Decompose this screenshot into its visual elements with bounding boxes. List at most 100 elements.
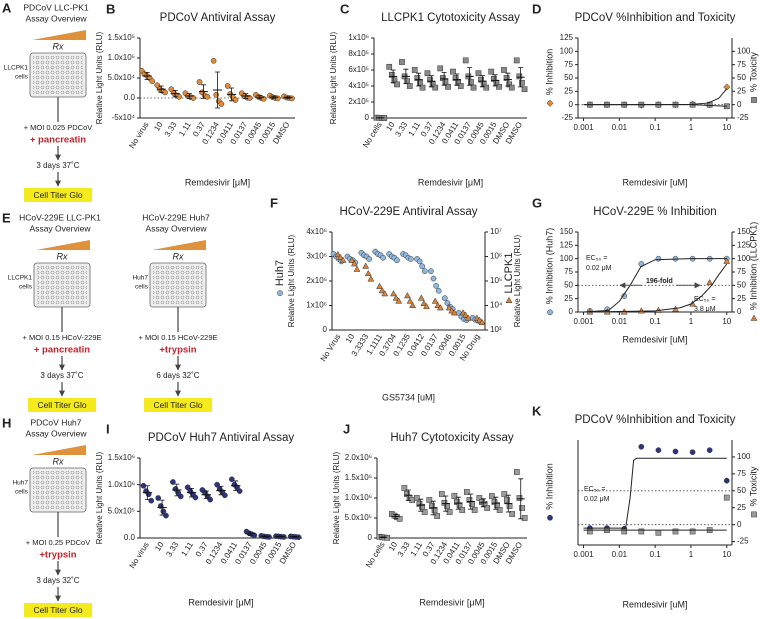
y-tick-label: 0: [323, 325, 328, 334]
y-axis-label: Relative Light Units (RLU): [95, 451, 104, 544]
data-point: [155, 495, 162, 501]
error-bar: [443, 495, 449, 512]
y2-axis-label: Relative Light Units (RLU): [513, 234, 522, 327]
cells-label: LLCPK1: [8, 275, 33, 282]
data-point: [464, 314, 472, 321]
annotation: 196-fold: [646, 278, 673, 285]
data-point: [450, 309, 458, 316]
data-point: [406, 83, 413, 89]
panel-label: C: [340, 1, 350, 16]
y-tick-label: 8x10⁵: [348, 49, 369, 58]
y-tick-label: 1.5x10⁶: [345, 473, 372, 482]
x-tick-label: 10: [722, 123, 731, 132]
data-point: [366, 256, 373, 262]
diagram-title: Assay Overview: [26, 13, 88, 23]
x-axis-label: GS5734 [uM]: [382, 392, 435, 402]
drug-gradient: [152, 240, 206, 250]
x-tick-label: 0.001: [574, 123, 595, 132]
data-point: [394, 257, 400, 264]
data-point: [462, 311, 470, 318]
data-point: [403, 292, 411, 299]
data-point: [170, 479, 176, 485]
chart-title: HCoV-229E Antiviral Assay: [339, 206, 477, 218]
panel-label: I: [106, 421, 110, 436]
y-tick-label: 1.5x10⁶: [108, 453, 135, 462]
data-point: [503, 75, 510, 81]
y-tick-label: 2x10⁵: [348, 97, 369, 106]
error-bar: [233, 480, 239, 491]
panel-label: H: [2, 415, 11, 430]
data-point: [353, 265, 361, 272]
readout: Cell Titer Glo: [33, 605, 82, 615]
y-tick-label: 0: [368, 533, 373, 542]
x-tick-label: 10: [153, 540, 166, 553]
data-point: [337, 253, 344, 261]
y2-tick-label: 10⁶: [490, 252, 502, 261]
data-point: [723, 494, 730, 501]
data-point: [218, 101, 225, 107]
legend-marker: [750, 314, 758, 321]
data-point: [723, 257, 731, 264]
data-point: [417, 79, 423, 86]
readout-box: [144, 398, 212, 412]
y2-tick-label: 50: [737, 73, 746, 82]
cells-label: cells: [19, 284, 33, 291]
plate-wells: [153, 266, 203, 304]
x-axis-label: Remdesivir [uM]: [622, 334, 687, 344]
data-point: [196, 79, 203, 85]
plate-wells: [33, 56, 83, 94]
y2-tick-label: 150: [737, 227, 751, 236]
y-tick-label: 150: [560, 227, 574, 236]
data-point: [232, 97, 239, 103]
error-bar: [393, 514, 399, 519]
chart-title: Huh7 Cytotoxicity Assay: [390, 432, 514, 444]
data-point: [334, 250, 342, 258]
panel-label: J: [343, 421, 350, 436]
data-point: [433, 283, 439, 289]
axis-legend-label: % Inhibition: [544, 463, 554, 510]
infection: + MOI 0.025 PDCoV: [24, 123, 93, 132]
data-point: [484, 505, 490, 511]
readout-box: [24, 188, 92, 202]
legend-marker: [547, 309, 553, 316]
error-bar: [257, 95, 263, 100]
data-point: [655, 529, 662, 536]
additive: + pancreatin: [34, 345, 90, 356]
axis-legend-label: % Toxicity: [748, 466, 758, 506]
data-point: [408, 256, 414, 262]
fit-curve: [583, 104, 727, 107]
data-point: [506, 503, 513, 509]
data-point: [430, 275, 437, 282]
data-point: [228, 476, 235, 483]
error-bar: [292, 536, 298, 538]
data-point: [392, 294, 400, 301]
y2-tick-label: 100: [737, 254, 751, 263]
data-point: [148, 497, 155, 504]
chart-title: PDCoV %Inhibition and Toxicity: [575, 12, 736, 24]
data-point: [386, 63, 393, 70]
x-tick-label: 0.01: [612, 550, 628, 559]
y-tick-label: 1.0x10⁵: [108, 53, 135, 62]
data-point: [475, 70, 482, 77]
error-bar: [405, 489, 411, 501]
error-bar: [186, 93, 192, 99]
data-point: [672, 448, 679, 455]
data-point: [508, 84, 515, 91]
x-tick-label: 10: [722, 550, 731, 559]
y-tick-label: 0: [365, 113, 370, 122]
y-tick-label: 125: [560, 33, 574, 42]
x-tick-label: No cells: [361, 120, 384, 149]
y-tick-label: 0.0: [124, 93, 136, 102]
y-tick-label: 0: [569, 100, 574, 109]
error-bar: [418, 498, 424, 512]
y-tick-label: 50: [564, 73, 573, 82]
readout: Cell Titer Glo: [153, 400, 202, 410]
infection: + MOI 0.15 HCoV-229E: [139, 333, 218, 342]
data-point: [445, 304, 453, 311]
axis-legend-label: % Inhibition (LLCPK1): [748, 222, 758, 311]
data-point: [445, 83, 451, 90]
annotation: 3.8 μM: [694, 306, 716, 313]
y-tick-label: 100: [560, 46, 574, 55]
panel-label: B: [106, 1, 115, 16]
additive: +trypsin: [39, 550, 76, 561]
